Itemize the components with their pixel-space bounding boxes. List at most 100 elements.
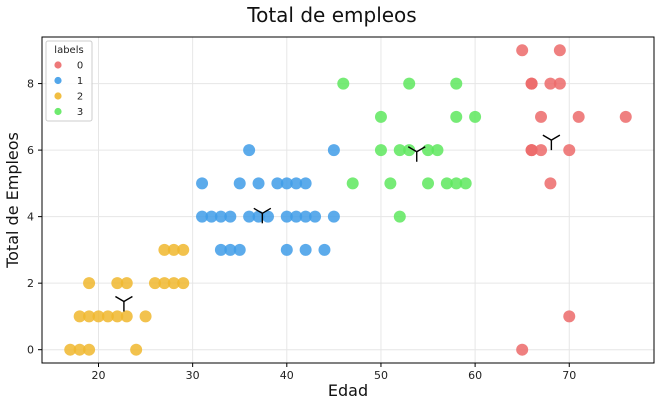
data-point-label-3 (450, 77, 463, 90)
legend-marker (54, 92, 62, 100)
legend-marker (54, 61, 62, 69)
data-point-label-2 (120, 277, 133, 290)
legend-entry-label: 0 (77, 61, 83, 72)
data-point-label-2 (148, 277, 161, 290)
data-point-label-0 (516, 343, 529, 356)
data-point-label-3 (403, 77, 416, 90)
data-point-label-0 (535, 144, 548, 157)
data-point-label-1 (224, 243, 237, 256)
data-point-label-3 (384, 177, 397, 190)
data-point-label-3 (431, 144, 444, 157)
data-point-label-3 (393, 144, 406, 157)
data-point-label-3 (469, 110, 482, 123)
data-point-label-2 (83, 343, 96, 356)
y-tick-label: 8 (27, 78, 34, 91)
data-point-label-2 (73, 343, 86, 356)
centroid-marker (407, 146, 426, 162)
centroid-markers (115, 134, 561, 312)
data-point-label-3 (374, 110, 387, 123)
x-tick-label: 60 (468, 369, 482, 382)
data-point-label-0 (553, 44, 566, 57)
data-point-label-2 (158, 243, 171, 256)
data-point-label-1 (271, 177, 284, 190)
legend-entry-label: 1 (77, 76, 83, 87)
y-axis-label: Total de Empleos (3, 132, 22, 269)
data-point-label-2 (177, 243, 190, 256)
legend-entry-label: 3 (77, 107, 83, 118)
chart-title: Total de empleos (246, 3, 416, 27)
data-point-label-0 (619, 110, 632, 123)
data-point-label-3 (393, 210, 406, 223)
data-point-label-2 (83, 310, 96, 323)
data-point-label-1 (243, 144, 256, 157)
data-point-label-1 (299, 210, 312, 223)
x-tick-label: 70 (562, 369, 576, 382)
y-axis-ticks: 0 2 4 6 8 (27, 78, 42, 357)
data-point-label-3 (346, 177, 359, 190)
data-points (64, 44, 632, 356)
data-point-label-0 (563, 310, 576, 323)
legend-box (45, 40, 93, 122)
data-point-label-1 (261, 210, 274, 223)
data-point-label-3 (450, 110, 463, 123)
legend-entry-label: 2 (77, 92, 83, 103)
y-tick-label: 4 (27, 211, 34, 224)
data-point-label-3 (422, 177, 435, 190)
data-point-label-3 (374, 144, 387, 157)
data-point-label-3 (337, 77, 350, 90)
data-point-label-0 (572, 110, 585, 123)
data-point-label-2 (111, 277, 124, 290)
data-point-label-1 (214, 243, 227, 256)
data-point-label-2 (139, 310, 152, 323)
data-point-label-1 (233, 177, 246, 190)
data-point-label-1 (327, 144, 340, 157)
centroid-marker (542, 134, 561, 151)
data-point-label-0 (525, 144, 538, 157)
data-point-label-2 (158, 277, 171, 290)
data-point-label-1 (224, 210, 237, 223)
data-point-label-2 (167, 277, 180, 290)
data-point-label-2 (177, 277, 190, 290)
data-point-label-3 (459, 177, 472, 190)
y-tick-label: 6 (27, 144, 34, 157)
x-axis-ticks: 20 30 40 50 60 70 (91, 363, 576, 382)
legend-marker (54, 76, 62, 85)
data-point-label-1 (252, 177, 265, 190)
plot-frame (41, 36, 655, 364)
data-point-label-0 (563, 144, 576, 157)
data-point-label-1 (280, 177, 293, 190)
legend-marker (54, 107, 62, 116)
data-point-label-2 (73, 310, 86, 323)
data-point-label-0 (525, 77, 538, 90)
data-point-label-1 (196, 177, 209, 190)
y-tick-label: 0 (27, 344, 34, 357)
data-point-label-0 (544, 177, 557, 190)
data-point-label-2 (167, 243, 180, 256)
data-point-label-2 (64, 343, 77, 356)
data-point-label-1 (327, 210, 340, 223)
data-point-label-1 (299, 243, 312, 256)
data-point-label-2 (111, 310, 124, 323)
data-point-label-1 (243, 210, 256, 223)
data-point-label-1 (299, 177, 312, 190)
data-point-label-2 (120, 310, 133, 323)
data-point-label-1 (280, 243, 293, 256)
x-tick-label: 50 (374, 369, 388, 382)
x-tick-label: 30 (186, 369, 200, 382)
data-point-label-1 (290, 210, 303, 223)
data-point-label-1 (205, 210, 218, 223)
data-point-label-1 (214, 210, 227, 223)
centroid-marker (115, 295, 133, 312)
data-point-label-1 (290, 177, 303, 190)
data-point-label-0 (544, 77, 557, 90)
data-point-label-3 (450, 177, 463, 190)
data-point-label-3 (403, 144, 416, 157)
data-point-label-1 (196, 210, 209, 223)
data-point-label-3 (440, 177, 453, 190)
legend-title: labels (54, 45, 83, 56)
data-point-label-2 (83, 277, 96, 290)
x-axis-label: Edad (328, 381, 368, 400)
data-point-label-1 (309, 210, 322, 223)
data-point-label-1 (318, 243, 331, 256)
legend: labels 0 1 2 3 (45, 40, 93, 122)
